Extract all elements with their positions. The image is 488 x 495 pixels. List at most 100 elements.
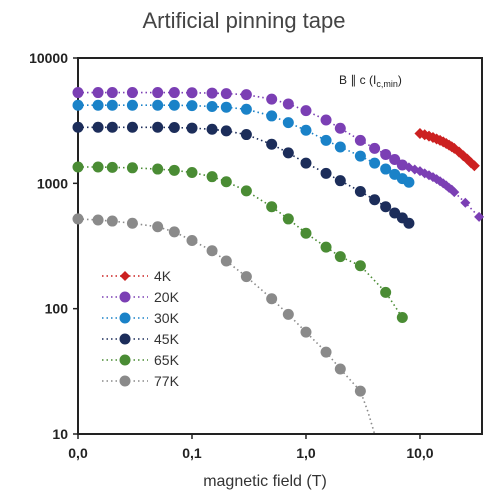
data-point xyxy=(92,161,104,173)
annotation-close: ) xyxy=(398,73,402,87)
legend-marker xyxy=(119,354,131,366)
data-point xyxy=(354,186,366,198)
data-point xyxy=(106,99,118,111)
data-point xyxy=(240,103,252,115)
legend-marker xyxy=(119,375,131,387)
data-point xyxy=(92,99,104,111)
data-point xyxy=(106,87,118,99)
data-point xyxy=(354,134,366,146)
data-point xyxy=(300,105,312,117)
y-tick-label: 10 xyxy=(52,426,68,442)
data-point xyxy=(186,167,198,179)
data-point xyxy=(92,87,104,99)
series-line xyxy=(78,91,480,218)
y-tick-label: 10000 xyxy=(29,50,68,66)
legend-item: 30K xyxy=(102,310,180,326)
data-point xyxy=(72,99,84,111)
data-point xyxy=(334,175,346,187)
legend-marker xyxy=(120,271,130,281)
data-point xyxy=(468,160,480,172)
data-point xyxy=(220,88,232,100)
data-point xyxy=(334,122,346,134)
legend-label: 4K xyxy=(154,268,172,284)
data-point xyxy=(282,308,294,320)
plot-frame xyxy=(77,57,483,435)
data-point xyxy=(206,123,218,135)
legend-label: 30K xyxy=(154,310,180,326)
data-point xyxy=(126,87,138,99)
data-point xyxy=(266,201,278,213)
data-point xyxy=(220,176,232,188)
data-point xyxy=(206,171,218,183)
data-point xyxy=(266,138,278,150)
data-point xyxy=(220,125,232,137)
data-point xyxy=(240,129,252,141)
legend-label: 45K xyxy=(154,331,180,347)
data-point xyxy=(240,185,252,197)
x-tick-label: 1,0 xyxy=(296,445,316,461)
data-point xyxy=(474,211,485,222)
y-tick-label: 100 xyxy=(45,301,69,317)
data-point xyxy=(282,147,294,159)
data-point xyxy=(186,234,198,246)
data-point xyxy=(206,87,218,99)
series-line xyxy=(77,218,376,435)
series-20K xyxy=(72,87,485,222)
legend-item: 4K xyxy=(102,268,172,284)
data-point xyxy=(354,260,366,272)
legend-item: 20K xyxy=(102,289,180,305)
data-point xyxy=(300,157,312,169)
data-point xyxy=(282,213,294,225)
data-point xyxy=(266,110,278,122)
legend-marker xyxy=(119,333,131,345)
data-point xyxy=(126,217,138,229)
legend-marker xyxy=(119,312,131,324)
data-point xyxy=(106,121,118,133)
legend-item: 77K xyxy=(102,373,180,389)
x-tick-label: 0,0 xyxy=(68,445,88,461)
data-point xyxy=(334,251,346,263)
data-point xyxy=(168,99,180,111)
data-point xyxy=(320,167,332,179)
data-point xyxy=(72,213,84,225)
axes: 0,0 0,1 1,0 10,0 10 100 1000 10000 xyxy=(29,50,434,461)
y-tick-label: 1000 xyxy=(37,175,68,191)
legend-label: 77K xyxy=(154,373,180,389)
data-point xyxy=(403,176,415,188)
data-point xyxy=(106,161,118,173)
data-point xyxy=(380,148,392,160)
legend-label: 65K xyxy=(154,352,180,368)
data-point xyxy=(282,117,294,129)
data-point xyxy=(369,194,381,206)
data-point xyxy=(396,312,408,324)
data-point xyxy=(300,124,312,136)
data-point xyxy=(354,150,366,162)
data-point xyxy=(206,245,218,257)
data-point xyxy=(152,221,164,233)
data-point xyxy=(168,121,180,133)
data-point xyxy=(220,101,232,113)
data-point xyxy=(152,99,164,111)
data-point xyxy=(449,187,460,198)
annotation-subscript: c,min xyxy=(376,79,398,89)
x-tick-label: 0,1 xyxy=(182,445,202,461)
data-point xyxy=(354,385,366,397)
data-point xyxy=(106,215,118,227)
data-point xyxy=(186,87,198,99)
series-77K xyxy=(72,213,376,435)
legend-item: 45K xyxy=(102,331,180,347)
data-point xyxy=(320,241,332,253)
data-point xyxy=(380,163,392,175)
data-point xyxy=(334,141,346,153)
data-point xyxy=(380,286,392,298)
data-point xyxy=(320,114,332,126)
data-point xyxy=(186,122,198,134)
series-layer xyxy=(72,87,485,435)
series-30K xyxy=(72,99,415,188)
data-point xyxy=(282,98,294,110)
data-point xyxy=(168,226,180,238)
data-point xyxy=(72,161,84,173)
data-point xyxy=(300,326,312,338)
data-point xyxy=(168,87,180,99)
